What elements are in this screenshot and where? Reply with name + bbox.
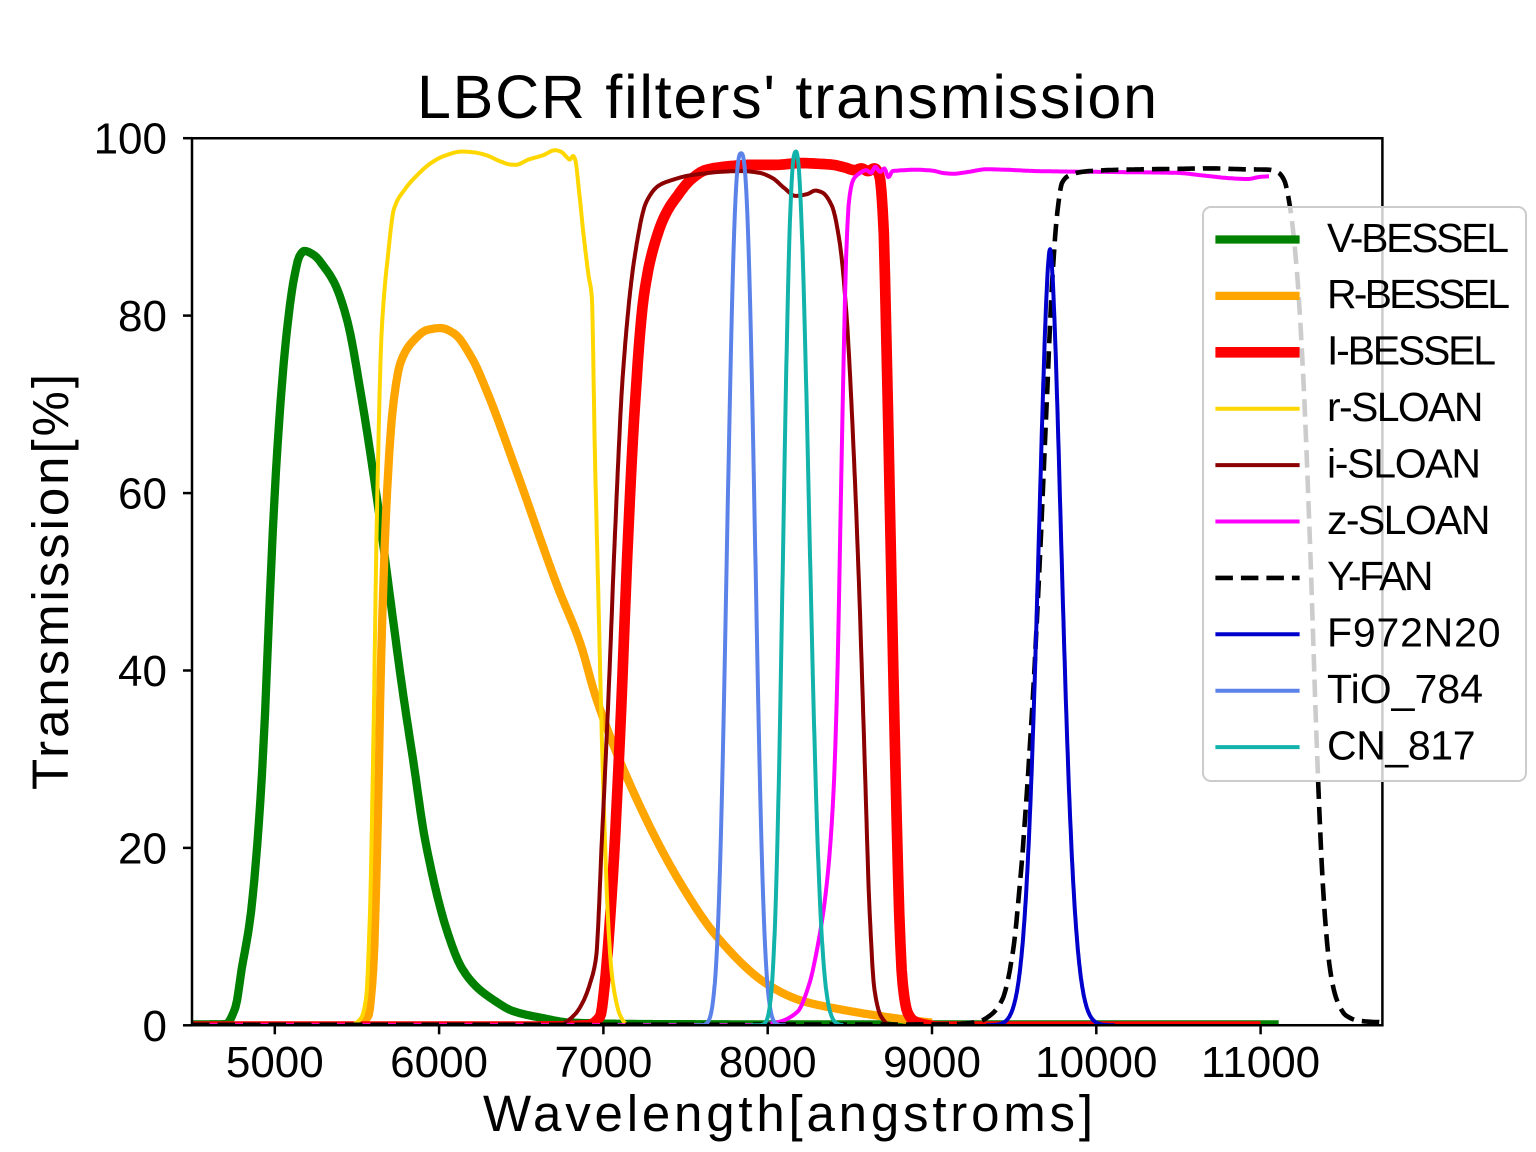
svg-text:8000: 8000 xyxy=(719,1038,817,1087)
svg-text:i-SLOAN: i-SLOAN xyxy=(1327,440,1481,486)
svg-text:7000: 7000 xyxy=(554,1038,652,1087)
svg-text:20: 20 xyxy=(118,824,167,873)
svg-text:z-SLOAN: z-SLOAN xyxy=(1327,497,1491,543)
svg-text:CN_817: CN_817 xyxy=(1327,722,1476,768)
svg-text:40: 40 xyxy=(118,647,167,696)
svg-text:LBCR filters' transmission: LBCR filters' transmission xyxy=(417,63,1157,131)
svg-text:Transmission[%]: Transmission[%] xyxy=(22,374,79,790)
svg-text:60: 60 xyxy=(118,470,167,519)
svg-text:I-BESSEL: I-BESSEL xyxy=(1327,328,1496,374)
svg-text:80: 80 xyxy=(118,292,167,341)
svg-text:100: 100 xyxy=(94,115,167,164)
svg-text:10000: 10000 xyxy=(1035,1038,1157,1087)
svg-text:Y-FAN: Y-FAN xyxy=(1327,553,1434,599)
svg-text:0: 0 xyxy=(143,1002,167,1051)
svg-text:Wavelength[angstroms]: Wavelength[angstroms] xyxy=(483,1085,1093,1142)
svg-text:V-BESSEL: V-BESSEL xyxy=(1327,215,1509,261)
svg-text:11000: 11000 xyxy=(1201,1038,1320,1087)
svg-text:9000: 9000 xyxy=(883,1038,981,1087)
svg-text:6000: 6000 xyxy=(390,1038,488,1087)
svg-text:r-SLOAN: r-SLOAN xyxy=(1327,384,1484,430)
svg-text:R-BESSEL: R-BESSEL xyxy=(1327,271,1510,317)
svg-text:F972N20: F972N20 xyxy=(1327,610,1501,656)
svg-text:5000: 5000 xyxy=(226,1038,324,1087)
svg-text:TiO_784: TiO_784 xyxy=(1327,666,1483,712)
